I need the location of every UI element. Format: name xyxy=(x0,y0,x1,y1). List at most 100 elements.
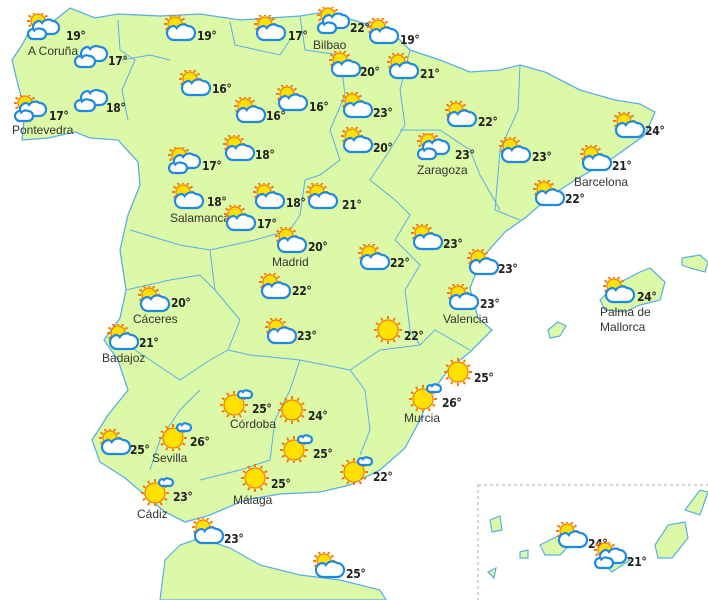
cloud-icon xyxy=(165,23,197,42)
temperature-label: 26° xyxy=(190,435,210,449)
ceuta-melilla-coast xyxy=(159,537,387,600)
sun-cloud-icon xyxy=(258,271,292,303)
cloud-icon xyxy=(446,109,478,128)
temperature-label: 19° xyxy=(197,29,217,43)
sun-cloud-icon xyxy=(252,181,286,213)
sun-icon xyxy=(444,358,472,386)
cloud-icon xyxy=(266,326,298,345)
sun-cloud-icon xyxy=(191,516,225,548)
temperature-label: 25° xyxy=(474,371,494,385)
city-label: Málaga xyxy=(233,493,273,507)
temperature-label: 17° xyxy=(288,29,308,43)
sun-cloud-icon xyxy=(98,427,132,459)
temperature-label: 23° xyxy=(480,297,500,311)
temperature-label: 23° xyxy=(498,262,518,276)
temperature-label: 17° xyxy=(49,109,69,123)
temperature-label: 16° xyxy=(309,100,329,114)
city-label: Córdoba xyxy=(230,417,277,431)
sun-cloud-icon xyxy=(106,322,140,354)
sun-cloud-icon xyxy=(178,68,212,100)
temperature-label: 20° xyxy=(308,240,328,254)
temperature-label: 20° xyxy=(360,65,380,79)
small-cloud-icon xyxy=(13,109,35,123)
sun-small-cloud-icon xyxy=(339,455,374,486)
cloud-icon xyxy=(468,257,500,276)
sun-cloud-icon xyxy=(602,275,636,307)
sun-icon xyxy=(278,396,306,424)
ibiza xyxy=(547,321,567,339)
cloud-icon xyxy=(412,232,444,251)
temperature-label: 21° xyxy=(342,198,362,212)
sun-clouds-icon xyxy=(316,4,351,37)
temperature-label: 22° xyxy=(404,329,424,343)
temperature-label: 23° xyxy=(455,148,475,162)
sun-cloud-icon xyxy=(328,49,362,81)
city-label: Madrid xyxy=(272,255,309,269)
sun-cloud-icon xyxy=(233,95,267,127)
small-cloud-icon xyxy=(296,434,314,445)
sun-icon xyxy=(409,385,437,413)
sun-cloud-icon xyxy=(163,13,197,45)
temperature-label: 23° xyxy=(173,490,193,504)
temperature-label: 22° xyxy=(390,256,410,270)
cloud-icon xyxy=(173,191,205,210)
sun-small-cloud-icon xyxy=(158,421,193,452)
small-cloud-icon xyxy=(593,556,615,570)
sun-cloud-icon xyxy=(171,181,205,213)
sun-cloud-icon xyxy=(366,16,400,48)
temperature-label: 21° xyxy=(420,67,440,81)
temperature-label: 23° xyxy=(297,329,317,343)
temperature-label: 21° xyxy=(139,336,159,350)
cloud-icon xyxy=(314,560,346,579)
sun-cloud-icon xyxy=(466,247,500,279)
temperature-label: 22° xyxy=(350,21,370,35)
sun-small-cloud-icon xyxy=(140,476,175,507)
sun-cloud-icon xyxy=(555,520,589,552)
cloud-icon xyxy=(500,145,532,164)
temperature-label: 18° xyxy=(255,148,275,162)
small-cloud-icon xyxy=(73,54,97,69)
small-cloud-icon xyxy=(416,147,438,161)
temperature-label: 17° xyxy=(202,159,222,173)
temperature-label: 18° xyxy=(286,196,306,210)
temperature-label: 17° xyxy=(108,54,128,68)
sun-cloud-icon xyxy=(223,203,257,235)
sun-cloud-icon xyxy=(357,242,391,274)
temperature-label: 22° xyxy=(373,470,393,484)
temperature-label: 25° xyxy=(252,402,272,416)
sun-cloud-icon xyxy=(275,83,309,115)
sun-cloud-icon xyxy=(444,99,478,131)
cloud-icon xyxy=(448,292,480,311)
sun-cloud-icon xyxy=(305,181,339,213)
temperature-label: 21° xyxy=(612,159,632,173)
city-label: Bilbao xyxy=(313,38,347,52)
sun-icon xyxy=(241,464,269,492)
temperature-label: 23° xyxy=(532,150,552,164)
sun-icon xyxy=(371,315,405,345)
cloud-icon xyxy=(534,188,566,207)
cloud-icon xyxy=(255,23,287,42)
sun-cloud-icon xyxy=(340,125,374,157)
sun-cloud-icon xyxy=(274,225,308,257)
city-label: A Coruña xyxy=(28,44,79,58)
temperature-label: 18° xyxy=(207,195,227,209)
cloud-icon xyxy=(100,437,132,456)
sun-cloud-icon xyxy=(410,222,444,254)
temperature-label: 22° xyxy=(565,192,585,206)
temperature-label: 16° xyxy=(266,109,286,123)
temperature-label: 25° xyxy=(271,477,291,491)
temperature-label: 25° xyxy=(313,447,333,461)
cloud-icon xyxy=(388,61,420,80)
small-cloud-icon xyxy=(167,161,189,175)
cloud-icon xyxy=(193,526,225,545)
cloud-icon xyxy=(557,530,589,549)
city-label: Salamanca xyxy=(170,211,231,225)
cloud-icon xyxy=(108,332,140,351)
sun-cloud-icon xyxy=(137,284,171,316)
temperature-label: 19° xyxy=(400,33,420,47)
sun-clouds-icon xyxy=(416,130,451,163)
cloud-icon xyxy=(342,135,374,154)
temperature-label: 23° xyxy=(443,237,463,251)
